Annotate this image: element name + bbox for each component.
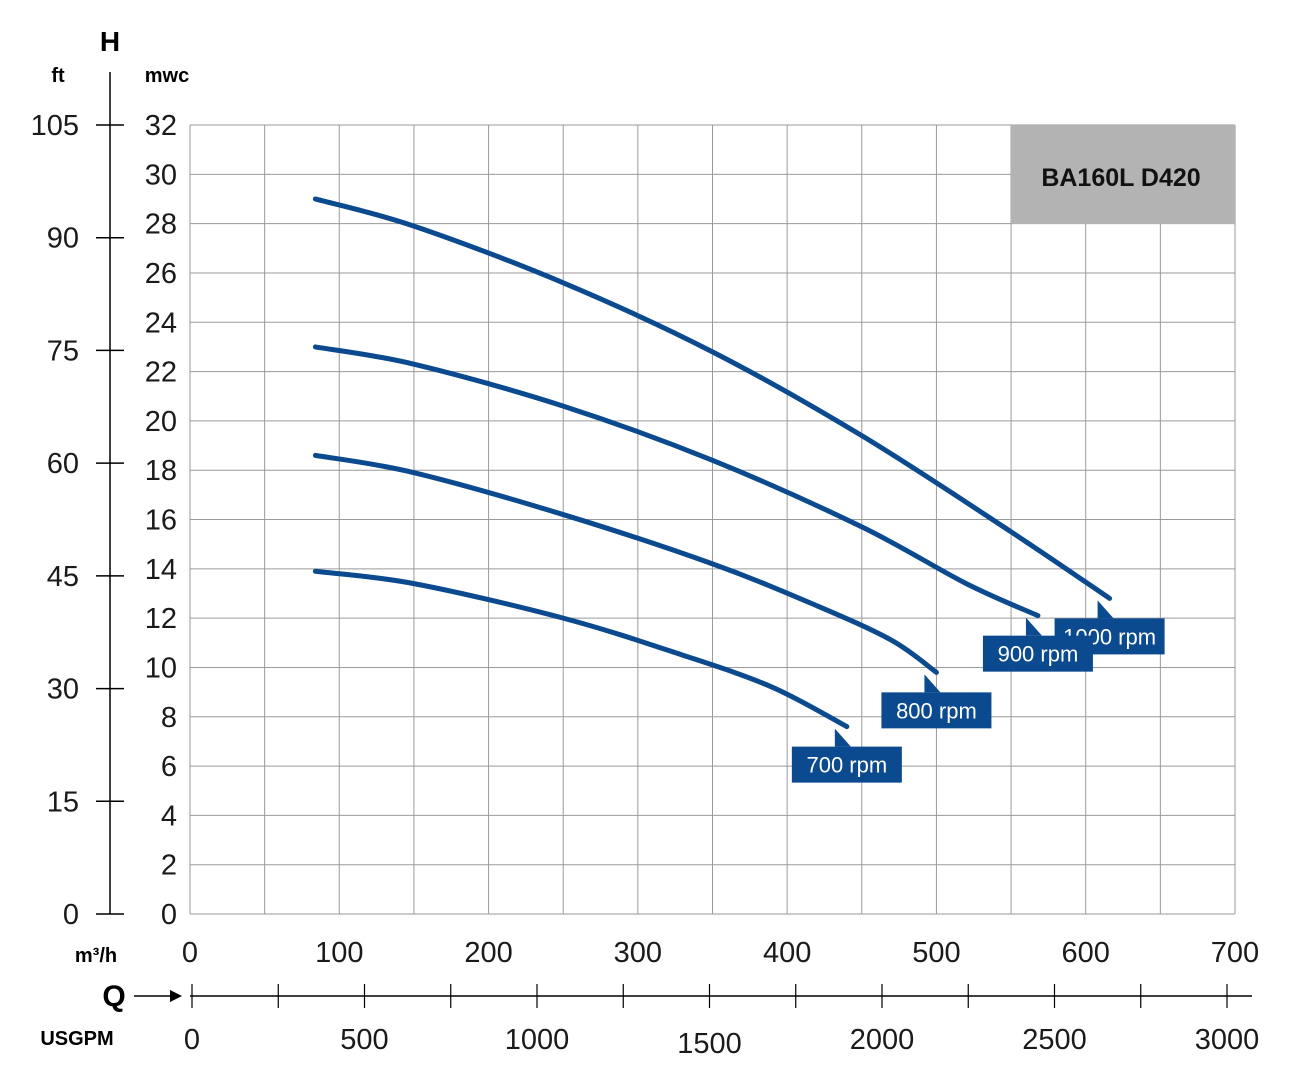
usgpm-tick-label: 500 (340, 1024, 388, 1056)
curve-900-rpm (312, 344, 1041, 619)
mwc-tick-label: 20 (145, 406, 177, 438)
callout-pointer (834, 728, 851, 747)
m3h-tick-label: 0 (182, 937, 198, 969)
m3h-tick-label: 100 (315, 937, 363, 969)
ft-tick-label: 30 (47, 674, 79, 706)
m3h-axis: 0 100 200 300 400 500 600 700 (182, 937, 1259, 969)
mwc-tick-label: 30 (145, 159, 177, 191)
usgpm-tick-label: 1500 (677, 1028, 742, 1060)
mwc-tick-label: 18 (145, 455, 177, 487)
m3h-tick-label: 700 (1211, 937, 1259, 969)
mwc-tick-label: 22 (145, 357, 177, 389)
curve-700-rpm (312, 568, 850, 730)
mwc-tick-label: 8 (161, 702, 177, 734)
rpm-label-box (791, 746, 902, 783)
usgpm-tick-label: 3000 (1195, 1024, 1260, 1056)
mwc-tick-label: 0 (161, 899, 177, 931)
ft-tick-label: 105 (31, 110, 79, 142)
mwc-tick-label: 10 (145, 652, 177, 684)
m3h-tick-label: 200 (464, 937, 512, 969)
rpm-label: 700 rpm (806, 753, 887, 778)
mwc-tick-label: 24 (145, 307, 177, 339)
mwc-tick-label: 26 (145, 258, 177, 290)
m3h-unit-label: m³/h (75, 945, 117, 967)
mwc-tick-label: 12 (145, 603, 177, 635)
m3h-tick-label: 500 (912, 937, 960, 969)
chart-title: BA160L D420 (1041, 164, 1200, 192)
mwc-tick-label: 2 (161, 850, 177, 882)
ft-tick-label: 60 (47, 448, 79, 480)
h-axis-label: H (100, 26, 120, 57)
ft-tick-label: 90 (47, 223, 79, 255)
curves (312, 196, 1113, 730)
title-box (1011, 125, 1235, 224)
usgpm-unit-label: USGPM (40, 1028, 113, 1050)
usgpm-axis: 0 500 1000 1500 2000 2500 3000 (184, 1024, 1259, 1060)
m3h-tick-label: 600 (1062, 937, 1110, 969)
usgpm-tick-label: 1000 (505, 1024, 570, 1056)
mwc-tick-label: 4 (161, 800, 177, 832)
ft-axis: 0 15 30 45 60 75 90 105 (31, 110, 124, 931)
usgpm-tick-label: 2500 (1022, 1024, 1087, 1056)
m3h-tick-label: 300 (614, 937, 662, 969)
q-axis-ticks (191, 984, 1228, 1008)
ft-tick-label: 75 (47, 335, 79, 367)
mwc-tick-label: 32 (145, 110, 177, 142)
mwc-tick-label: 14 (145, 554, 177, 586)
ft-tick-label: 45 (47, 561, 79, 593)
ft-tick-label: 15 (47, 786, 79, 818)
mwc-tick-label: 6 (161, 751, 177, 783)
mwc-tick-label: 28 (145, 209, 177, 241)
rpm-label: 900 rpm (998, 642, 1079, 667)
rpm-label-box (982, 635, 1093, 672)
callout-pointer (1097, 600, 1114, 619)
m3h-tick-label: 400 (763, 937, 811, 969)
rpm-label-box (881, 692, 992, 729)
callout-pointer (924, 674, 941, 693)
rpm-label: 800 rpm (896, 698, 977, 723)
q-arrow-head (170, 990, 182, 1002)
usgpm-tick-label: 0 (184, 1024, 200, 1056)
q-axis-label: Q (102, 980, 125, 1013)
ft-tick-label: 0 (63, 899, 79, 931)
grid (189, 124, 1236, 915)
curve-1000-rpm (312, 196, 1113, 601)
ft-unit-label: ft (51, 65, 65, 87)
curve-800-rpm (312, 452, 939, 675)
mwc-unit-label: mwc (145, 65, 189, 87)
mwc-tick-label: 16 (145, 505, 177, 537)
callout-pointer (1025, 617, 1042, 636)
usgpm-tick-label: 2000 (850, 1024, 915, 1056)
